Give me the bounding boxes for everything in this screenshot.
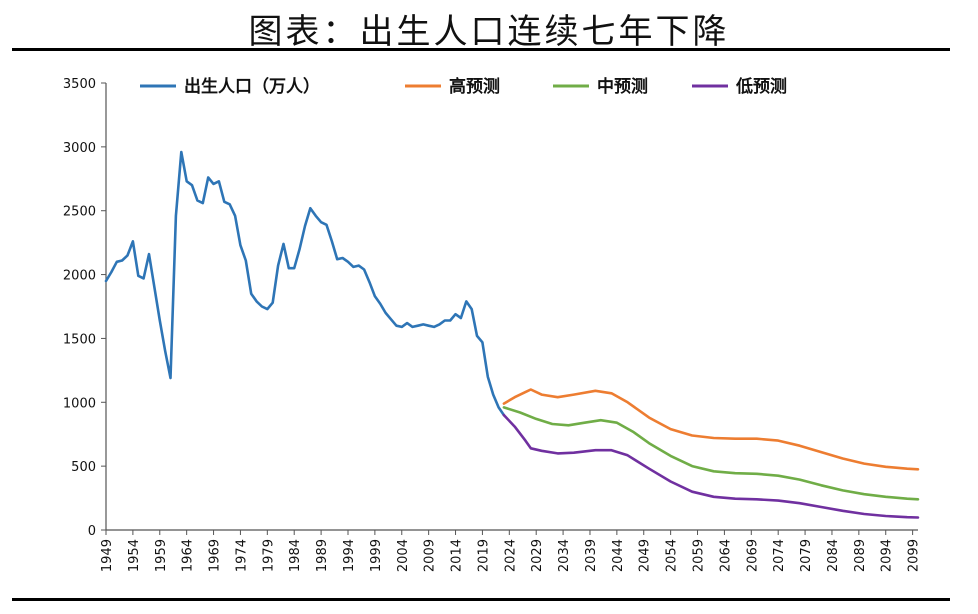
x-tick-label: 2054 [665,539,680,572]
x-tick-label: 2094 [880,539,895,572]
x-tick-label: 2009 [423,539,438,572]
legend-label-3: 中预测 [597,76,648,97]
x-tick-label: 1989 [315,539,330,572]
x-tick-label: 2074 [772,539,787,572]
y-tick-label: 2000 [63,269,96,284]
y-tick-label: 500 [71,460,96,475]
x-tick-label: 2099 [907,539,922,572]
y-tick-label: 3500 [63,77,96,92]
bottom-rule [12,598,950,601]
x-tick-label: 2084 [826,539,841,572]
legend-label-2: 高预测 [449,76,500,97]
x-tick-label: 2064 [718,539,733,572]
x-tick-label: 2034 [557,539,572,572]
x-tick-label: 2079 [799,539,814,572]
x-tick-label: 2059 [692,539,707,572]
x-tick-label: 2014 [450,539,465,572]
series-line-3 [502,406,920,501]
x-tick-label: 2004 [396,539,411,572]
legend-label-1: 出生人口（万人） [184,76,320,97]
x-tick-label: 1949 [100,539,115,572]
x-tick-label: 2019 [476,539,491,572]
x-tick-label: 1999 [369,539,384,572]
y-tick-label: 1500 [63,332,96,347]
series-line-4 [502,413,920,519]
x-tick-label: 1974 [234,539,249,572]
top-rule [12,48,950,51]
series-layer [104,150,920,519]
x-tick-label: 2089 [853,539,868,572]
x-tick-label: 1959 [154,539,169,572]
y-tick-label: 0 [88,524,96,539]
x-tick-label: 1984 [288,539,303,572]
x-tick-label: 2069 [745,539,760,572]
x-tick-label: 1994 [342,539,357,572]
y-tick-label: 2500 [63,205,96,220]
series-line-2 [502,388,920,471]
x-tick-label: 1954 [127,539,142,572]
x-tick-label: 1969 [208,539,223,572]
y-tick-label: 3000 [63,141,96,156]
series-line-1 [104,150,506,417]
x-tick-label: 2029 [530,539,545,572]
x-tick-label: 1964 [181,539,196,572]
legend-label-4: 低预测 [735,76,787,97]
x-tick-label: 1979 [261,539,276,572]
x-tick-label: 2044 [611,539,626,572]
x-tick-label: 2049 [638,539,653,572]
axes: 0 500 1000 1500 2000 2500 3000 3500 1949 1954 1959… [63,77,922,572]
chart-title: 图表：出生人口连续七年下降 [248,12,730,52]
legend: 出生人口（万人） 高预测 中预测 低预测 [140,76,787,97]
y-tick-label: 1000 [63,396,96,411]
x-tick-label: 2039 [584,539,599,572]
x-tick-label: 2024 [503,539,518,572]
